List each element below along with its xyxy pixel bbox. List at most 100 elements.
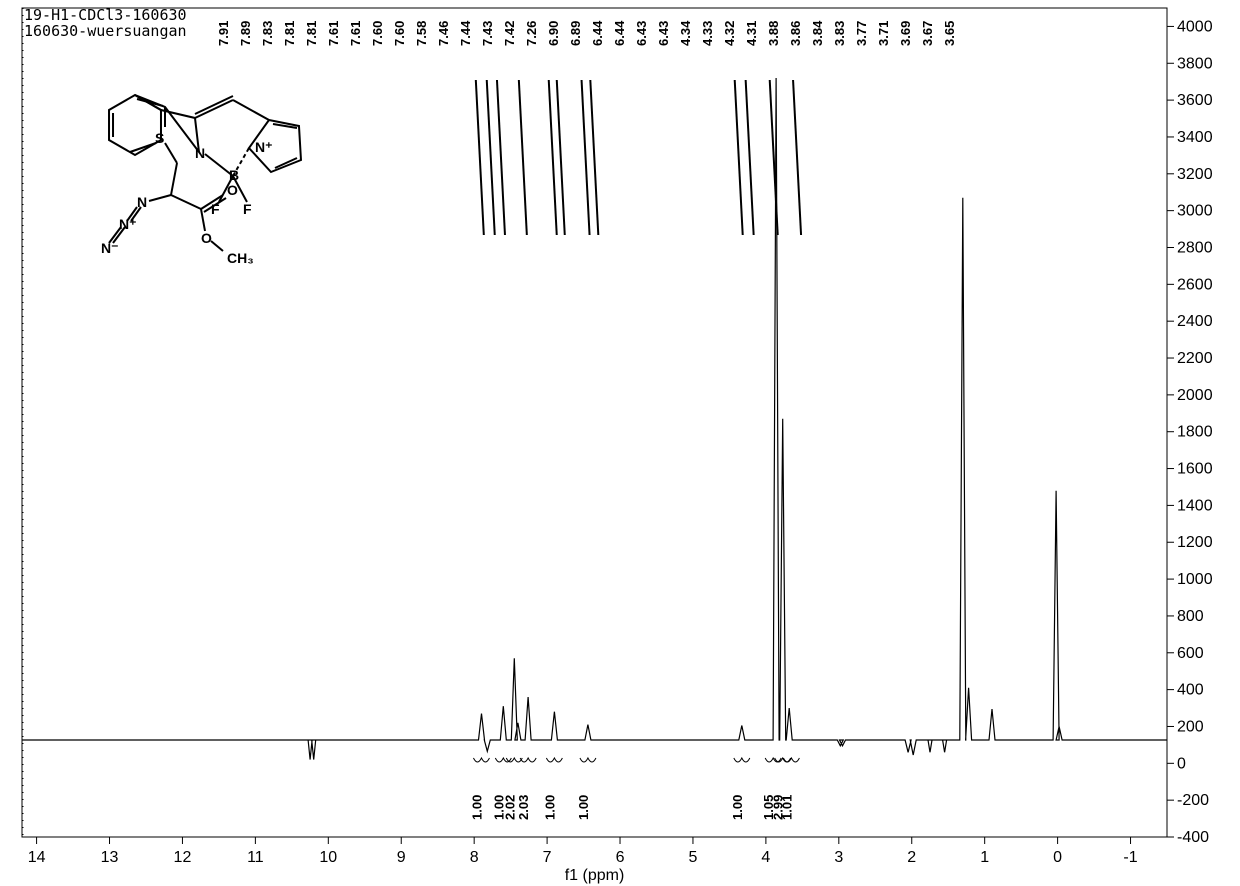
y-tick-label: 600 [1177,645,1204,662]
peak-marker [487,80,495,235]
peak-ppm-label: 4.33 [700,21,715,46]
peak-marker [549,80,557,235]
peak-marker [582,80,590,235]
integral-label: 1.00 [730,795,745,820]
y-tick-label: 3200 [1177,166,1213,183]
peak-ppm-label: 7.58 [414,21,429,46]
y-tick-label: 800 [1177,608,1204,625]
svg-text:N⁻: N⁻ [101,240,119,256]
svg-text:N⁺: N⁺ [255,139,273,155]
x-tick-label: 11 [247,849,264,866]
integral-label: 2.02 [502,795,517,820]
y-tick-label: 3800 [1177,55,1213,72]
svg-text:CH₃: CH₃ [227,250,254,266]
peak-marker [519,80,527,235]
y-tick-label: -200 [1177,792,1209,809]
peak-ppm-label: 6.43 [656,21,671,46]
peak-ppm-label: 3.77 [854,21,869,46]
svg-text:S: S [155,130,164,146]
y-tick-label: 1600 [1177,461,1213,478]
svg-text:N⁺: N⁺ [119,216,137,232]
y-tick-label: 1000 [1177,571,1213,588]
x-tick-label: 8 [470,849,479,866]
peak-ppm-label: 6.43 [634,21,649,46]
peak-ppm-label: 6.44 [612,20,627,46]
integral-label: 2.03 [516,795,531,820]
peak-ppm-label: 7.26 [524,21,539,46]
peak-marker [557,80,565,235]
y-tick-label: 1800 [1177,424,1213,441]
peak-marker [735,80,743,235]
molecule-structure: NN⁺BFFSNN⁺N⁻OOCH₃ [101,95,301,266]
peak-marker [793,80,801,235]
integral-label: 1.00 [576,795,591,820]
peak-marker [476,80,484,235]
integral-label: 1.00 [469,795,484,820]
y-tick-label: 2400 [1177,313,1213,330]
peak-ppm-label: 3.69 [898,21,913,46]
y-tick-label: 200 [1177,718,1204,735]
y-tick-label: 400 [1177,682,1204,699]
svg-text:O: O [227,182,238,198]
spectrum-title: 160630-wuersuangan [24,22,187,40]
x-tick-label: 3 [834,849,843,866]
y-tick-label: 2000 [1177,387,1213,404]
x-axis-label: f1 (ppm) [565,867,625,884]
peak-ppm-label: 7.46 [436,21,451,46]
y-tick-label: 2800 [1177,239,1213,256]
peak-ppm-label: 3.67 [920,21,935,46]
x-tick-label: 4 [761,849,770,866]
peak-ppm-label: 7.43 [480,21,495,46]
y-tick-label: 4000 [1177,18,1213,35]
svg-text:B: B [229,167,239,183]
peak-marker [746,80,754,235]
peak-ppm-label: 6.44 [590,20,605,46]
peak-marker [497,80,505,235]
peak-ppm-label: 7.61 [348,21,363,46]
peak-ppm-label: 7.89 [238,21,253,46]
x-tick-label: 6 [616,849,625,866]
peak-ppm-label: 4.34 [678,20,693,46]
integral-label: 1.00 [542,795,557,820]
x-tick-label: 9 [397,849,406,866]
y-tick-label: 3000 [1177,203,1213,220]
peak-ppm-label: 6.89 [568,21,583,46]
svg-text:O: O [201,230,212,246]
x-tick-label: 0 [1053,849,1062,866]
peak-ppm-label: 4.32 [722,21,737,46]
peak-ppm-label: 7.60 [370,21,385,46]
peak-ppm-label: 3.88 [766,21,781,46]
y-tick-label: 3600 [1177,92,1213,109]
y-tick-label: 2200 [1177,350,1213,367]
y-tick-label: 1400 [1177,497,1213,514]
x-tick-label: 2 [907,849,916,866]
x-tick-label: 7 [543,849,552,866]
x-tick-label: 5 [689,849,698,866]
peak-ppm-label: 3.65 [942,21,957,46]
peak-ppm-label: 4.31 [744,21,759,46]
x-tick-label: 14 [28,849,46,866]
svg-text:F: F [243,201,252,217]
peak-ppm-label: 7.42 [502,21,517,46]
svg-text:N: N [137,194,147,210]
peak-ppm-label: 3.84 [810,20,825,46]
svg-text:N: N [195,145,205,161]
nmr-figure: 4000380036003400320030002800260024002200… [0,0,1240,886]
peak-ppm-label: 6.90 [546,21,561,46]
peak-ppm-label: 7.81 [282,21,297,46]
x-tick-label: 12 [174,849,192,866]
y-tick-label: 0 [1177,755,1186,772]
y-tick-label: -400 [1177,829,1209,846]
peak-ppm-label: 7.91 [216,21,231,46]
x-tick-label: 13 [101,849,119,866]
peak-marker [590,80,598,235]
plot-frame [22,8,1167,837]
peak-ppm-label: 7.61 [326,21,341,46]
peak-ppm-label: 7.60 [392,21,407,46]
x-tick-label: 1 [980,849,989,866]
y-tick-label: 3400 [1177,129,1213,146]
peak-ppm-label: 3.71 [876,21,891,46]
x-tick-label: -1 [1123,849,1137,866]
y-tick-label: 1200 [1177,534,1213,551]
x-tick-label: 10 [319,849,337,866]
